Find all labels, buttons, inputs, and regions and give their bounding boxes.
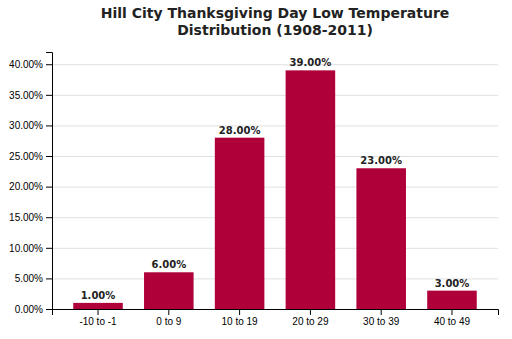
x-tick-label: 0 to 9 <box>156 316 181 327</box>
y-tick: 30.00% <box>9 120 52 131</box>
x-tick-label: 40 to 49 <box>434 316 471 327</box>
y-tick: 40.00% <box>9 59 52 70</box>
x-tick-mark <box>168 309 169 315</box>
grid-tick <box>52 64 498 65</box>
bars <box>73 70 477 309</box>
y-tick-label: 30.00% <box>9 120 43 131</box>
bar <box>73 303 123 309</box>
x-axis: -10 to -1 0 to 9 10 to 19 20 to 29 30 to 39 4… <box>53 309 499 327</box>
x-tick: -10 to -1 <box>79 309 117 327</box>
bar <box>427 291 477 309</box>
x-tick-mark <box>310 309 311 315</box>
y-tick-label: 35.00% <box>9 90 43 101</box>
x-tick-label: 30 to 39 <box>363 316 400 327</box>
bar <box>356 168 406 309</box>
x-tick-mark <box>239 309 240 315</box>
title-line: Hill City Thanksgiving Day Low Temperatu… <box>101 5 450 21</box>
y-tick-label: 5.00% <box>15 273 43 284</box>
y-axis-line <box>46 53 53 310</box>
data-label: 6.00% <box>151 259 186 270</box>
bar <box>215 138 265 309</box>
grid-line <box>52 156 498 157</box>
grid-tick <box>52 248 498 249</box>
y-tick-mark <box>46 187 52 188</box>
x-tick-mark <box>98 309 99 315</box>
grid-tick <box>52 125 498 126</box>
y-tick-mark <box>46 309 52 310</box>
data-label: 39.00% <box>290 57 332 68</box>
plot: 0.00% 5.00% 10.00% 15.00% 20.00% 25.00% 30.00%… <box>9 53 498 328</box>
x-tick: 0 to 9 <box>156 309 181 327</box>
y-tick-mark <box>46 95 52 96</box>
y-tick: 0.00% <box>15 304 52 315</box>
y-tick-mark <box>46 278 52 279</box>
x-axis-line <box>53 310 499 316</box>
y-tick-mark <box>46 125 52 126</box>
x-tick: 10 to 19 <box>222 309 259 327</box>
data-label: 23.00% <box>360 155 402 166</box>
y-tick: 5.00% <box>15 273 52 284</box>
title-line: Distribution (1908-2011) <box>177 22 373 38</box>
y-tick-mark <box>46 64 52 65</box>
x-tick-label: 20 to 29 <box>292 316 329 327</box>
y-tick: 10.00% <box>9 243 52 254</box>
x-tick-mark <box>451 309 452 315</box>
grid-tick <box>52 217 498 218</box>
y-tick-mark <box>46 156 52 157</box>
grid-line <box>52 125 498 126</box>
x-tick-mark <box>381 309 382 315</box>
grid-line <box>52 95 498 96</box>
data-label: 28.00% <box>219 125 261 136</box>
grid-line <box>52 187 498 188</box>
grid-tick <box>52 95 498 96</box>
grid <box>52 65 498 310</box>
y-tick: 20.00% <box>9 181 52 192</box>
grid-line <box>52 217 498 218</box>
data-labels: 1.00% 6.00% 28.00% 39.00% 23.00% 3.00% <box>81 57 470 301</box>
y-tick-mark <box>46 217 52 218</box>
x-tick: 30 to 39 <box>363 309 400 327</box>
y-tick-label: 25.00% <box>9 151 43 162</box>
x-tick: 40 to 49 <box>434 309 471 327</box>
grid-tick <box>52 156 498 157</box>
data-label: 3.00% <box>435 278 470 289</box>
y-axis: 0.00% 5.00% 10.00% 15.00% 20.00% 25.00% 30.00%… <box>9 53 52 315</box>
y-tick: 35.00% <box>9 90 52 101</box>
y-tick-label: 0.00% <box>15 304 43 315</box>
x-tick-label: 10 to 19 <box>222 316 259 327</box>
data-label: 1.00% <box>81 290 116 301</box>
bar <box>144 272 194 309</box>
y-tick: 15.00% <box>9 212 52 223</box>
chart: 0.00% 5.00% 10.00% 15.00% 20.00% 25.00% 30.00%… <box>0 0 512 339</box>
x-tick-label: -10 to -1 <box>79 316 117 327</box>
y-tick: 25.00% <box>9 151 52 162</box>
y-tick-label: 20.00% <box>9 181 43 192</box>
grid-tick <box>52 278 498 279</box>
y-tick-mark <box>46 248 52 249</box>
x-tick: 20 to 29 <box>292 309 329 327</box>
title: Hill City Thanksgiving Day Low Temperatu… <box>101 5 450 38</box>
grid-line <box>52 248 498 249</box>
bar <box>286 70 336 309</box>
grid-line <box>52 64 498 65</box>
y-tick-label: 15.00% <box>9 212 43 223</box>
grid-line <box>52 278 498 279</box>
y-tick-label: 40.00% <box>9 59 43 70</box>
grid-tick <box>52 187 498 188</box>
y-tick-label: 10.00% <box>9 243 43 254</box>
